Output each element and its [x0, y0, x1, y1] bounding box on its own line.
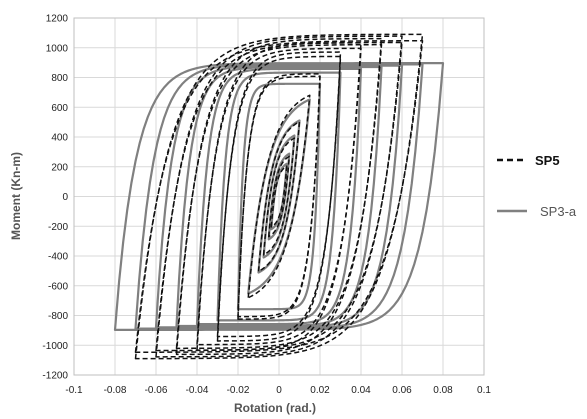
x-tick-label: 0.04 [351, 385, 371, 396]
y-tick-labels: 1200 1000 800 600 400 200 0 -200 -400 -600 -800 -10… [42, 14, 68, 382]
x-tick-label: -0.06 [145, 385, 168, 396]
y-tick-label: 800 [51, 73, 68, 84]
series-sp5-loop [155, 35, 403, 358]
x-tick-label: -0.1 [65, 385, 83, 396]
x-tick-label: -0.04 [186, 385, 209, 396]
y-tick-label: 1000 [46, 43, 69, 54]
x-tick-labels: -0.1 -0.08 -0.06 -0.04 -0.02 0 0.02 0.04 0.06 0.0… [65, 385, 491, 396]
y-tick-label: -1000 [42, 341, 68, 352]
y-tick-label: -1200 [42, 371, 68, 382]
y-tick-label: -400 [48, 252, 68, 263]
series-sp5-loop [155, 41, 403, 352]
series-sp5-loop [270, 165, 288, 228]
series-sp5-loop [216, 55, 342, 338]
series-sp5-loop [175, 37, 383, 356]
series-sp5-loop [216, 51, 342, 342]
x-tick-label: 0.1 [477, 385, 491, 396]
series-sp3a-loop [134, 63, 424, 330]
series-sp5-loop [134, 33, 424, 360]
series-sp5-loop [237, 75, 321, 318]
x-tick-label: -0.08 [104, 385, 127, 396]
series-sp3a-loop [113, 62, 445, 331]
x-axis-title: Rotation (rad.) [234, 401, 316, 415]
y-axis-title: Moment (Kn-m) [9, 152, 23, 240]
y-tick-label: 1200 [46, 14, 69, 25]
x-tick-label: -0.02 [227, 385, 250, 396]
series-sp5-loop [268, 155, 290, 238]
series-sp3a-loop [257, 119, 301, 274]
legend-sp3a-label: SP3-a [540, 204, 577, 219]
series-sp5-loop [262, 137, 296, 256]
x-tick-label: 0.06 [392, 385, 412, 396]
x-tick-label: 0.02 [310, 385, 330, 396]
series-sp5-loop [247, 94, 311, 299]
y-tick-label: -800 [48, 311, 68, 322]
series-sp3a-loop [195, 67, 363, 326]
series-sp3a-loop [175, 65, 383, 328]
x-tick-label: 0.08 [433, 385, 453, 396]
series-sp5-loop [134, 40, 424, 353]
y-tick-label: 0 [62, 192, 68, 203]
y-tick-label: -200 [48, 222, 68, 233]
series-sp3a-loop [216, 71, 342, 322]
series-sp5-loop [196, 47, 362, 346]
chart-curves [73, 17, 485, 376]
y-tick-label: 600 [51, 103, 68, 114]
series-sp5-loop [237, 73, 321, 320]
y-tick-label: -600 [48, 281, 68, 292]
plot-area-border [73, 17, 485, 376]
legend: SP5 SP3-a [497, 153, 577, 219]
y-tick-label: 200 [51, 162, 68, 173]
legend-sp5-label: SP5 [535, 153, 560, 168]
x-tick-label: 0 [276, 385, 282, 396]
series-sp5-loop [257, 120, 301, 273]
y-tick-label: 400 [51, 133, 68, 144]
series-sp5-loop [175, 43, 383, 350]
series-sp3a-loop [154, 64, 404, 329]
